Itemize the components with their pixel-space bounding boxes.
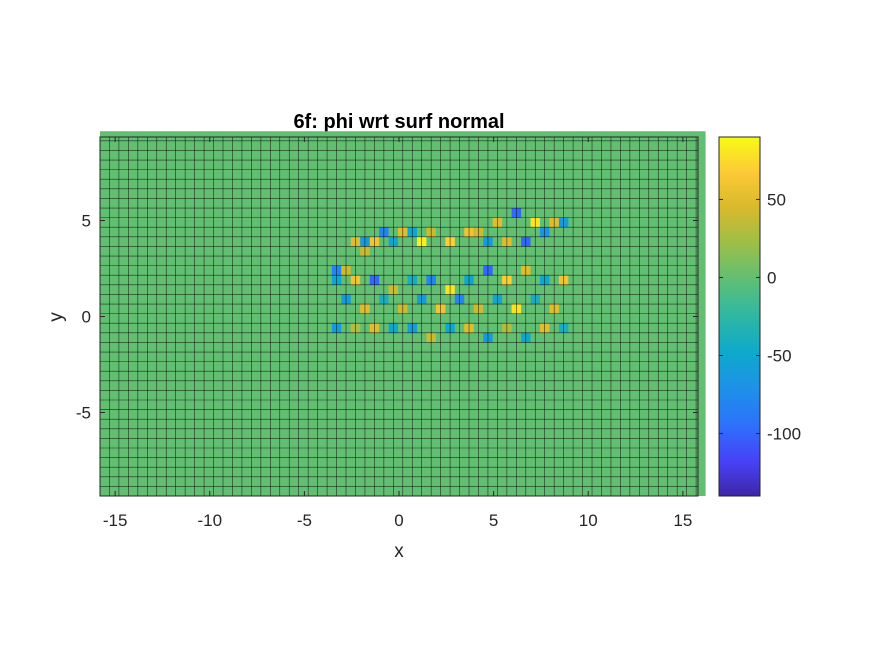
colorbar-tick-label: 0 [767,268,776,287]
y-tick-label: -5 [76,403,91,422]
y-axis-label: y [46,312,67,322]
x-tick-label: 10 [579,511,598,530]
x-tick-label: -5 [297,511,312,530]
colorbar-tick-label: 50 [767,190,786,209]
colorbar-ticks: 50 0 -50 -100 [719,190,801,444]
x-tick-label: -10 [197,511,222,530]
chart-title: 6f: phi wrt surf normal [293,111,504,133]
colorbar-tick-label: -100 [767,425,801,444]
x-tick-label: 15 [673,511,692,530]
y-axis: -5 0 5 [76,212,698,422]
colorbar [718,136,761,497]
y-tick-label: 0 [82,308,91,327]
colorbar-tick-label: -50 [767,347,792,366]
x-tick-label: -15 [103,511,128,530]
x-tick-label: 5 [489,511,498,530]
x-axis-label: x [394,541,404,562]
grid-lines [99,137,698,497]
y-tick-label: 5 [82,212,91,231]
x-axis: -15 -10 -5 0 5 10 15 [103,137,692,530]
x-tick-label: 0 [394,511,403,530]
